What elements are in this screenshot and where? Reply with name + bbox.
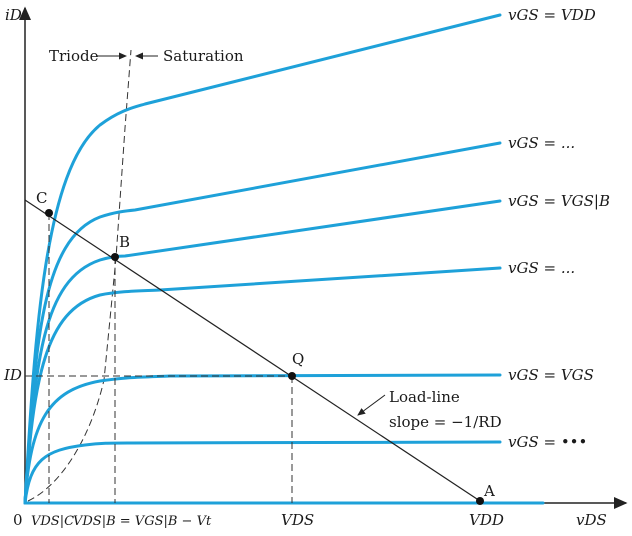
vdd-label: VDD	[469, 511, 504, 529]
load-line	[24, 199, 481, 502]
point-a-label: A	[483, 482, 495, 500]
curve-vgs-6	[23, 440, 502, 505]
point-b-label: B	[119, 233, 130, 251]
point-q-label: Q	[292, 350, 304, 368]
vds-label: VDS	[281, 511, 314, 529]
curve-label-vgs-b: vGS = VGS|B	[508, 192, 610, 210]
saturation-label: Saturation	[163, 47, 244, 65]
vds-c-label: VDS|C	[31, 514, 74, 529]
y-axis-label: iD	[5, 6, 22, 24]
point-c-label: C	[36, 189, 47, 207]
point-b	[111, 253, 119, 261]
x-axis-label: vDS	[576, 511, 607, 529]
id-marker-label: ID	[3, 366, 22, 384]
curve-vgs-q	[23, 373, 502, 505]
load-line-title: Load-line	[389, 388, 460, 406]
curve-label-4: vGS = ...	[508, 259, 575, 277]
curve-vgs-b	[23, 199, 502, 505]
point-a	[476, 497, 484, 505]
origin-label: 0	[13, 511, 23, 529]
curve-vgs-2	[23, 141, 502, 505]
point-c	[45, 209, 53, 217]
curve-label-6: vGS = •••	[508, 433, 587, 451]
curve-label-vdd: vGS = VDD	[508, 6, 596, 24]
load-line-slope: slope = −1/RD	[389, 413, 502, 431]
point-q	[288, 372, 296, 380]
vds-b-label: VDS|B = VGS|B − Vt	[73, 514, 212, 529]
load-line-pointer	[357, 394, 386, 416]
curve-label-2: vGS = ...	[508, 134, 575, 152]
curve-label-vgs: vGS = VGS	[508, 366, 594, 384]
triode-label: Triode	[49, 47, 99, 65]
curve-vgs-4	[23, 266, 502, 505]
